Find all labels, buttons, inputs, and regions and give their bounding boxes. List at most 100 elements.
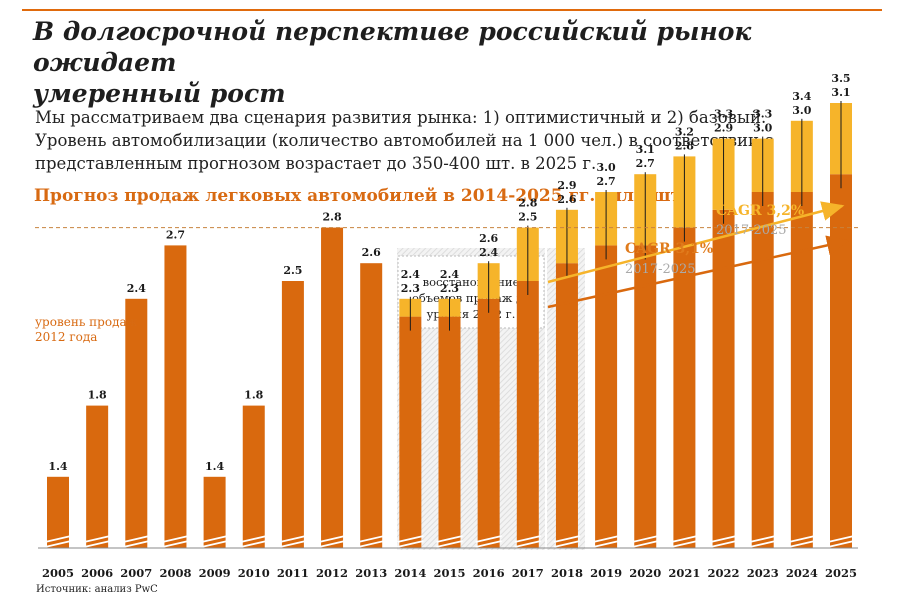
axis-break-mark-2005-b bbox=[44, 540, 72, 548]
label-base-2019: 2.7 bbox=[597, 175, 616, 188]
bar-base-2016 bbox=[477, 298, 500, 548]
axis-break-mark-2015-a bbox=[436, 535, 463, 543]
axis-break-mark-2016-b bbox=[475, 540, 502, 548]
axis-break-mark-2023-b bbox=[749, 540, 776, 548]
axis-break-mark-2010-a bbox=[240, 535, 267, 543]
page-subtitle: Мы рассматриваем два сценария развития р… bbox=[35, 106, 855, 175]
x-tick-2006: 2006 bbox=[81, 566, 113, 580]
label-optimistic-2020: 3.1 bbox=[636, 143, 655, 156]
x-tick-2013: 2013 bbox=[355, 566, 387, 580]
axis-break-mark-2018-b bbox=[553, 540, 581, 548]
axis-break-mark-2013-a bbox=[357, 535, 385, 543]
x-tick-2020: 2020 bbox=[629, 566, 661, 580]
label-base-2016: 2.4 bbox=[479, 246, 498, 259]
bar-base-2019 bbox=[595, 245, 618, 548]
x-tick-2008: 2008 bbox=[159, 566, 191, 580]
cagr-base-arrow bbox=[547, 235, 850, 309]
bar-base-2010 bbox=[242, 405, 265, 548]
label-base-2008: 2.7 bbox=[166, 228, 185, 241]
axis-break-mark-2014-a bbox=[397, 535, 424, 543]
label-optimistic-2025: 3.5 bbox=[831, 72, 850, 85]
label-base-2020: 2.7 bbox=[636, 157, 655, 170]
bar-base-2025 bbox=[830, 174, 852, 548]
label-base-2013: 2.6 bbox=[362, 246, 381, 259]
label-base-2017: 2.5 bbox=[518, 211, 537, 224]
x-tick-2023: 2023 bbox=[747, 566, 779, 580]
axis-break-mark-2006-b bbox=[83, 540, 111, 548]
label-base-2023: 3.0 bbox=[753, 122, 772, 135]
axis-break-mark-2024-a bbox=[788, 535, 816, 543]
label-base-2022: 2.9 bbox=[714, 122, 733, 135]
axis-break-mark-2006-a bbox=[83, 535, 111, 543]
label-optimistic-2022: 3.3 bbox=[714, 108, 733, 121]
label-base-2015: 2.3 bbox=[440, 282, 459, 295]
axis-break-mark-2024-b bbox=[788, 540, 816, 548]
bar-base-2008 bbox=[164, 245, 187, 548]
subtitle-line-2: Уровень автомобилизации (количество авто… bbox=[35, 131, 774, 150]
reference-label-line-2: 2012 года bbox=[35, 330, 97, 344]
axis-break-mark-2011-a bbox=[279, 535, 307, 543]
bar-base-2017 bbox=[516, 281, 539, 548]
axis-break-mark-2007-a bbox=[123, 535, 150, 543]
recovery-annotation-line-2: объемов продаж до bbox=[412, 291, 530, 305]
axis-break-mark-2010-b bbox=[240, 540, 267, 548]
axis-break-mark-2021-a bbox=[671, 535, 698, 543]
axis-break-mark-2007-b bbox=[123, 540, 150, 548]
bar-base-2012 bbox=[321, 227, 344, 548]
x-tick-2018: 2018 bbox=[551, 566, 583, 580]
bar-base-2015 bbox=[438, 316, 461, 548]
axis-break-mark-2005-a bbox=[44, 535, 72, 543]
axis-break-mark-2009-a bbox=[201, 535, 228, 543]
label-optimistic-2014: 2.4 bbox=[401, 268, 420, 281]
axis-break-mark-2009-b bbox=[201, 540, 228, 548]
label-optimistic-2018: 2.9 bbox=[557, 179, 576, 192]
recovery-annotation-line-1: восстановление bbox=[423, 275, 520, 289]
label-base-2024: 3.0 bbox=[792, 104, 811, 117]
axis-break-mark-2017-b bbox=[514, 540, 542, 548]
axis-break-mark-2012-b bbox=[318, 540, 346, 548]
bar-base-2007 bbox=[125, 298, 148, 548]
axis-break-mark-2008-b bbox=[162, 540, 189, 548]
bar-base-2011 bbox=[281, 281, 304, 548]
label-base-2009: 1.4 bbox=[205, 460, 224, 473]
x-tick-2011: 2011 bbox=[277, 566, 309, 580]
bar-base-2020 bbox=[634, 245, 657, 548]
axis-break-mark-2013-b bbox=[357, 540, 385, 548]
x-tick-2009: 2009 bbox=[199, 566, 231, 580]
label-base-2025: 3.1 bbox=[831, 86, 850, 99]
label-base-2012: 2.8 bbox=[322, 211, 341, 224]
axis-break-mark-2008-a bbox=[162, 535, 189, 543]
x-tick-2012: 2012 bbox=[316, 566, 348, 580]
axis-break-mark-2014-b bbox=[397, 540, 424, 548]
bar-base-2021 bbox=[673, 227, 696, 548]
axis-break-mark-2011-b bbox=[279, 540, 307, 548]
label-optimistic-2016: 2.6 bbox=[479, 232, 498, 245]
bar-base-2009 bbox=[203, 476, 226, 548]
axis-break-mark-2022-b bbox=[710, 540, 737, 548]
source-note: Источник: анализ PwC bbox=[36, 584, 158, 595]
cagr-optimistic-period: 2017-2025 bbox=[716, 223, 787, 238]
chart-title: Прогноз продаж легковых автомобилей в 20… bbox=[34, 186, 687, 206]
x-tick-2025: 2025 bbox=[825, 566, 857, 580]
axis-break-mark-2020-b bbox=[632, 540, 659, 548]
axis-break-mark-2025-a bbox=[827, 535, 855, 543]
label-base-2011: 2.5 bbox=[283, 264, 302, 277]
reference-label-line-1: уровень продаж bbox=[35, 315, 138, 329]
x-tick-2017: 2017 bbox=[512, 566, 544, 580]
label-base-2021: 2.8 bbox=[675, 139, 694, 152]
cagr-base-period: 2017-2025 bbox=[625, 262, 696, 277]
label-optimistic-2023: 3.3 bbox=[753, 108, 772, 121]
axis-break-mark-2023-a bbox=[749, 535, 776, 543]
axis-break-mark-2022-a bbox=[710, 535, 737, 543]
bar-base-2022 bbox=[712, 209, 735, 549]
bar-base-2024 bbox=[790, 192, 813, 548]
x-tick-2014: 2014 bbox=[394, 566, 426, 580]
label-optimistic-2017: 2.8 bbox=[518, 197, 537, 210]
bar-base-2013 bbox=[360, 263, 383, 548]
axis-break-mark-2015-b bbox=[436, 540, 463, 548]
x-tick-2015: 2015 bbox=[433, 566, 465, 580]
axis-break-mark-2020-a bbox=[632, 535, 659, 543]
axis-break-mark-2018-a bbox=[553, 535, 581, 543]
top-accent-line bbox=[22, 9, 882, 11]
